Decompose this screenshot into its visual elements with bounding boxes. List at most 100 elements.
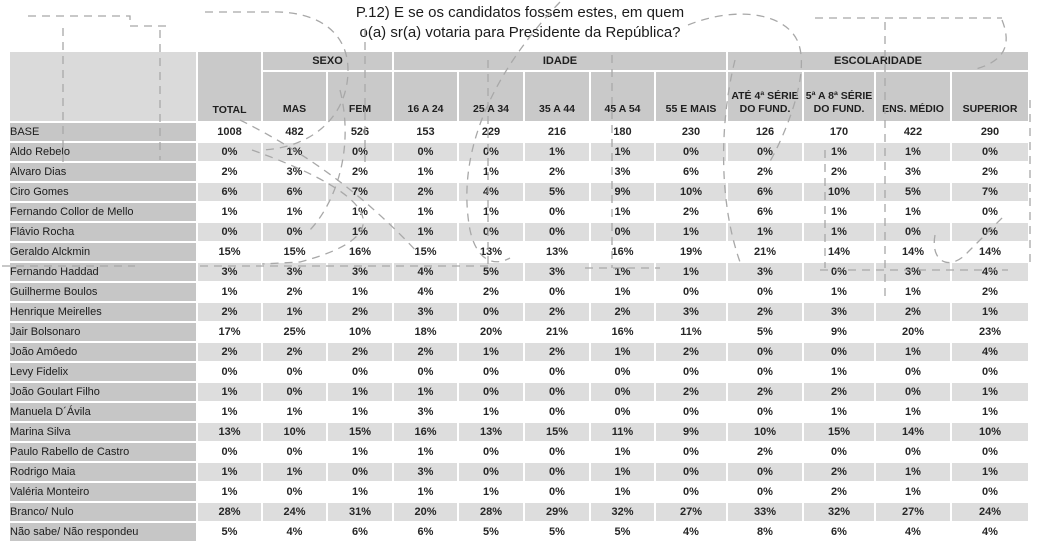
cell-value: 0% bbox=[656, 463, 726, 481]
table-row: Valéria Monteiro 1% 0% 1% 1% 1% 0% 1% 0% 0% 2% 1% 0% bbox=[10, 483, 1028, 501]
cell-value: 0% bbox=[728, 343, 802, 361]
table-row: Fernando Collor de Mello 1% 1% 1% 1% 1% 0% 1% 2%… bbox=[10, 203, 1028, 221]
cell-value: 16% bbox=[394, 423, 457, 441]
cell-value: 13% bbox=[459, 423, 523, 441]
cell-value: 2% bbox=[952, 283, 1028, 301]
cell-value: 230 bbox=[656, 123, 726, 141]
cell-value: 29% bbox=[525, 503, 589, 521]
row-label: Levy Fidelix bbox=[10, 363, 196, 381]
cell-value: 9% bbox=[656, 423, 726, 441]
cell-value: 5% bbox=[728, 323, 802, 341]
cell-value: 4% bbox=[263, 523, 326, 541]
cell-value: 0% bbox=[656, 403, 726, 421]
cell-value: 7% bbox=[952, 183, 1028, 201]
cell-value: 0% bbox=[952, 223, 1028, 241]
row-label: Valéria Monteiro bbox=[10, 483, 196, 501]
cell-value: 20% bbox=[876, 323, 950, 341]
cell-value: 0% bbox=[876, 363, 950, 381]
cell-value: 32% bbox=[591, 503, 654, 521]
cell-value: 2% bbox=[263, 343, 326, 361]
cell-value: 1% bbox=[591, 483, 654, 501]
cell-value: 2% bbox=[198, 303, 261, 321]
cell-value: 0% bbox=[728, 463, 802, 481]
cell-value: 5% bbox=[459, 263, 523, 281]
cell-value: 2% bbox=[728, 163, 802, 181]
cell-value: 1% bbox=[591, 443, 654, 461]
cell-value: 0% bbox=[728, 483, 802, 501]
table-row: Fernando Haddad 3% 3% 3% 4% 5% 3% 1% 1% 3% 0% 3% 4% bbox=[10, 263, 1028, 281]
cell-value: 1% bbox=[952, 403, 1028, 421]
cell-value: 3% bbox=[876, 263, 950, 281]
table-row: Flávio Rocha 0% 0% 1% 1% 0% 0% 0% 1% 1% 1% 0% 0% bbox=[10, 223, 1028, 241]
cell-value: 1% bbox=[263, 403, 326, 421]
row-label: Jair Bolsonaro bbox=[10, 323, 196, 341]
cell-value: 4% bbox=[952, 343, 1028, 361]
cell-value: 1% bbox=[459, 483, 523, 501]
cell-value: 5% bbox=[198, 523, 261, 541]
cell-value: 2% bbox=[394, 183, 457, 201]
cell-value: 1% bbox=[952, 383, 1028, 401]
column-header: SUPERIOR bbox=[952, 72, 1028, 121]
row-label: Branco/ Nulo bbox=[10, 503, 196, 521]
cell-value: 1% bbox=[804, 223, 874, 241]
cell-value: 1% bbox=[876, 463, 950, 481]
cell-value: 0% bbox=[804, 263, 874, 281]
cell-value: 2% bbox=[656, 383, 726, 401]
table-row: BASE 1008 482 526 153 229 216 180 230 126 170 422 29… bbox=[10, 123, 1028, 141]
cell-value: 1% bbox=[591, 463, 654, 481]
question-title-line1: P.12) E se os candidatos fossem estes, e… bbox=[355, 4, 685, 21]
cell-value: 10% bbox=[656, 183, 726, 201]
cell-value: 153 bbox=[394, 123, 457, 141]
cell-value: 180 bbox=[591, 123, 654, 141]
cell-value: 1% bbox=[804, 363, 874, 381]
table-row: Manuela D´Ávila 1% 1% 1% 3% 1% 0% 0% 0% 0% 1% 1% 1% bbox=[10, 403, 1028, 421]
table-row: João Amôedo 2% 2% 2% 2% 1% 2% 1% 2% 0% 0% 1% 4% bbox=[10, 343, 1028, 361]
cell-value: 18% bbox=[394, 323, 457, 341]
cell-value: 1% bbox=[198, 383, 261, 401]
group-header: IDADE bbox=[394, 52, 726, 70]
cell-value: 14% bbox=[876, 423, 950, 441]
cell-value: 4% bbox=[394, 283, 457, 301]
cell-value: 11% bbox=[656, 323, 726, 341]
cell-value: 16% bbox=[591, 243, 654, 261]
cell-value: 2% bbox=[525, 303, 589, 321]
cell-value: 0% bbox=[728, 363, 802, 381]
cell-value: 0% bbox=[804, 443, 874, 461]
cell-value: 3% bbox=[804, 303, 874, 321]
cell-value: 0% bbox=[198, 443, 261, 461]
cell-value: 1% bbox=[876, 143, 950, 161]
cell-value: 5% bbox=[525, 523, 589, 541]
cell-value: 33% bbox=[728, 503, 802, 521]
cell-value: 1% bbox=[804, 403, 874, 421]
cell-value: 23% bbox=[952, 323, 1028, 341]
cell-value: 7% bbox=[328, 183, 392, 201]
row-label: Guilherme Boulos bbox=[10, 283, 196, 301]
cell-value: 0% bbox=[525, 403, 589, 421]
cell-value: 4% bbox=[952, 263, 1028, 281]
cell-value: 0% bbox=[525, 483, 589, 501]
cell-value: 1% bbox=[263, 143, 326, 161]
cell-value: 13% bbox=[198, 423, 261, 441]
table-row: Marina Silva 13% 10% 15% 16% 13% 15% 11% 9% 10% 15… bbox=[10, 423, 1028, 441]
cell-value: 19% bbox=[656, 243, 726, 261]
cell-value: 1% bbox=[198, 283, 261, 301]
cell-value: 0% bbox=[263, 363, 326, 381]
table-row: João Goulart Filho 1% 0% 1% 1% 0% 0% 0% 2% 2% 2% 0%… bbox=[10, 383, 1028, 401]
table-header: TOTAL SEXO IDADE ESCOLARIDADE MAS FEM 16 A 24… bbox=[10, 52, 1028, 121]
cell-value: 1% bbox=[394, 203, 457, 221]
cell-value: 6% bbox=[394, 523, 457, 541]
cell-value: 3% bbox=[328, 263, 392, 281]
cell-value: 11% bbox=[591, 423, 654, 441]
cell-value: 1% bbox=[591, 203, 654, 221]
cell-value: 3% bbox=[728, 263, 802, 281]
row-label: Manuela D´Ávila bbox=[10, 403, 196, 421]
cell-value: 0% bbox=[525, 223, 589, 241]
row-label: BASE bbox=[10, 123, 196, 141]
cell-value: 4% bbox=[876, 523, 950, 541]
cell-value: 422 bbox=[876, 123, 950, 141]
cell-value: 3% bbox=[656, 303, 726, 321]
row-label: Marina Silva bbox=[10, 423, 196, 441]
question-title-line2: o(a) sr(a) votaria para Presidente da Re… bbox=[359, 24, 681, 42]
cell-value: 0% bbox=[394, 143, 457, 161]
